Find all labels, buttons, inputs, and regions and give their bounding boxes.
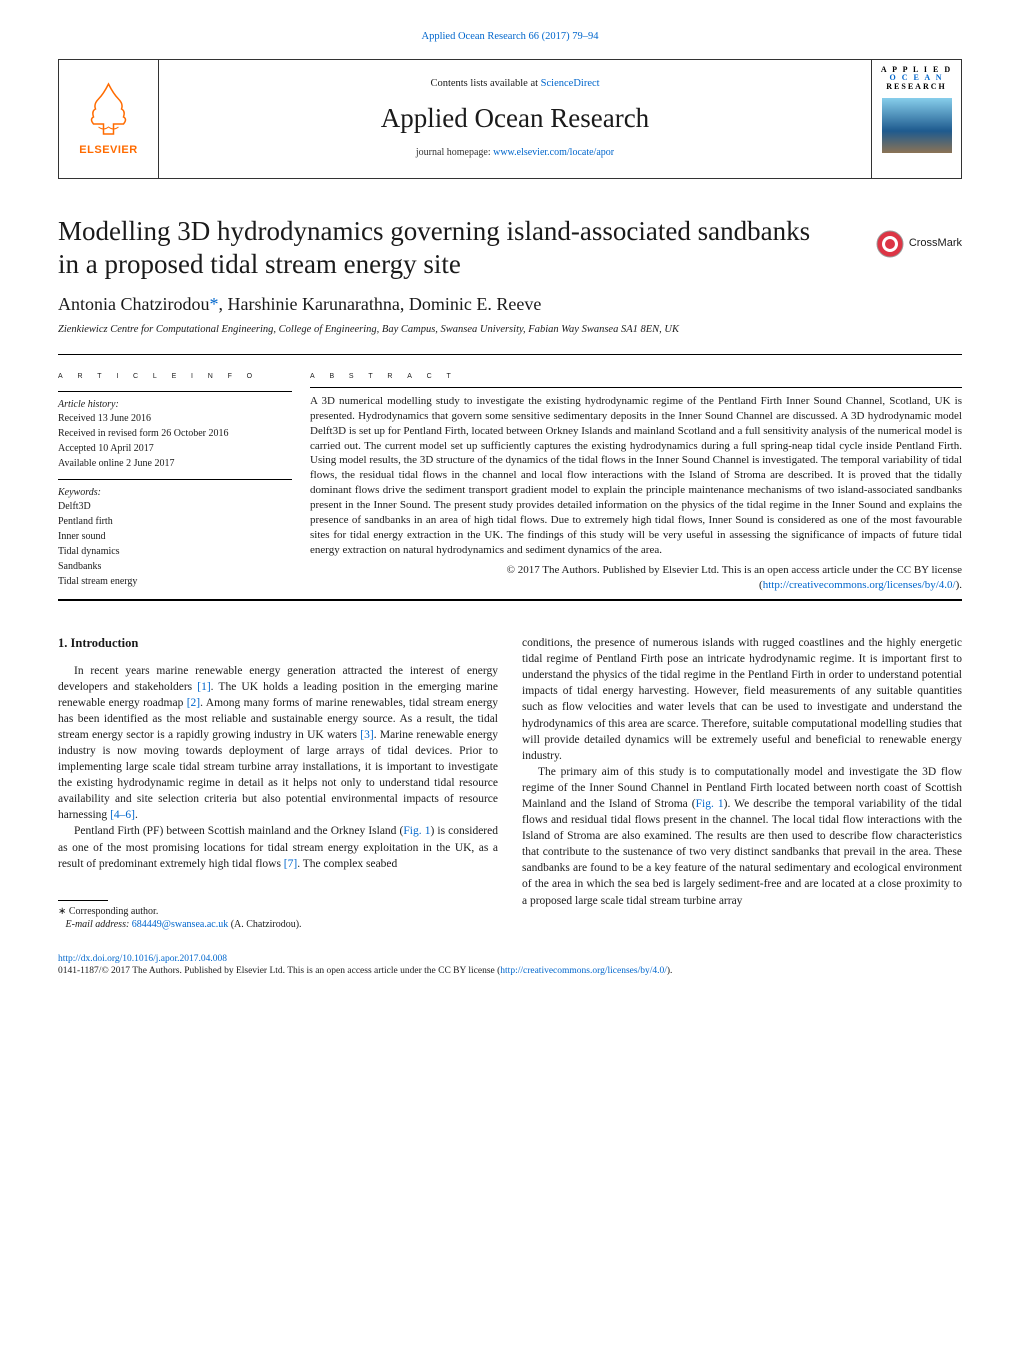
divider xyxy=(58,479,292,480)
received-date: Received 13 June 2016 xyxy=(58,412,292,426)
keyword: Inner sound xyxy=(58,530,292,544)
email-label: E-mail address: xyxy=(66,919,132,930)
divider xyxy=(58,599,962,601)
email-suffix: (A. Chatzirodou). xyxy=(228,919,301,930)
crossmark-icon xyxy=(875,229,905,259)
masthead-center: Contents lists available at ScienceDirec… xyxy=(159,69,871,167)
homepage-prefix: journal homepage: xyxy=(416,147,493,158)
footer-copyright-b: ). xyxy=(667,966,673,976)
journal-title: Applied Ocean Research xyxy=(381,100,649,138)
contents-prefix: Contents lists available at xyxy=(430,78,540,89)
intro-p4: The primary aim of this study is to comp… xyxy=(522,764,962,909)
corresponding-mark: ∗ xyxy=(58,906,69,917)
ref-link[interactable]: [3] xyxy=(360,729,373,741)
homepage-link[interactable]: www.elsevier.com/locate/apor xyxy=(493,147,614,158)
keyword: Tidal dynamics xyxy=(58,545,292,559)
online-date: Available online 2 June 2017 xyxy=(58,457,292,471)
keyword: Tidal stream energy xyxy=(58,575,292,589)
body-columns: 1. Introduction In recent years marine r… xyxy=(58,635,962,931)
affiliation: Zienkiewicz Centre for Computational Eng… xyxy=(58,323,962,338)
crossmark-label: CrossMark xyxy=(909,236,962,251)
corresponding-label: Corresponding author. xyxy=(69,906,158,917)
footer-license-link[interactable]: http://creativecommons.org/licenses/by/4… xyxy=(500,966,667,976)
article-info: a r t i c l e i n f o Article history: R… xyxy=(58,369,310,593)
intro-p2: Pentland Firth (PF) between Scottish mai… xyxy=(58,823,498,871)
article-title: Modelling 3D hydrodynamics governing isl… xyxy=(58,215,962,283)
abstract-text: A 3D numerical modelling study to invest… xyxy=(310,394,962,557)
license-close: ). xyxy=(956,579,962,591)
divider xyxy=(310,387,962,388)
footer-copyright-a: 0141-1187/© 2017 The Authors. Published … xyxy=(58,966,500,976)
abstract: a b s t r a c t A 3D numerical modelling… xyxy=(310,369,962,593)
footnote-rule xyxy=(58,900,108,901)
elsevier-tree-icon xyxy=(81,79,136,139)
cover-line3: RESEARCH xyxy=(881,83,952,92)
cover-title: A P P L I E D O C E A N RESEARCH xyxy=(881,66,952,92)
divider xyxy=(58,354,962,355)
keyword: Pentland firth xyxy=(58,515,292,529)
email-link[interactable]: 684449@swansea.ac.uk xyxy=(132,919,228,930)
authors-rest: , Harshinie Karunarathna, Dominic E. Ree… xyxy=(218,294,541,314)
intro-p3: conditions, the presence of numerous isl… xyxy=(522,635,962,764)
footnote: ∗ Corresponding author. E-mail address: … xyxy=(58,905,498,931)
article-header: CrossMark Modelling 3D hydrodynamics gov… xyxy=(58,215,962,338)
section-heading: 1. Introduction xyxy=(58,635,498,653)
intro-p1: In recent years marine renewable energy … xyxy=(58,663,498,824)
revised-date: Received in revised form 26 October 2016 xyxy=(58,427,292,441)
divider xyxy=(58,391,292,392)
keyword: Sandbanks xyxy=(58,560,292,574)
fig-link[interactable]: Fig. 1 xyxy=(696,798,724,810)
journal-citation: Applied Ocean Research 66 (2017) 79–94 xyxy=(58,30,962,45)
copyright-line: © 2017 The Authors. Published by Elsevie… xyxy=(507,564,962,576)
ref-link[interactable]: [7] xyxy=(284,858,297,870)
keywords-label: Keywords: xyxy=(58,486,292,500)
elsevier-label: ELSEVIER xyxy=(79,143,137,158)
elsevier-logo: ELSEVIER xyxy=(59,60,159,178)
sciencedirect-link[interactable]: ScienceDirect xyxy=(541,78,600,89)
info-abstract-row: a r t i c l e i n f o Article history: R… xyxy=(58,369,962,593)
crossmark-badge[interactable]: CrossMark xyxy=(875,229,962,259)
journal-citation-link[interactable]: Applied Ocean Research 66 (2017) 79–94 xyxy=(422,31,599,42)
accepted-date: Accepted 10 April 2017 xyxy=(58,442,292,456)
info-heading: a r t i c l e i n f o xyxy=(58,369,292,383)
ref-link[interactable]: [4–6] xyxy=(110,809,135,821)
page-footer: http://dx.doi.org/10.1016/j.apor.2017.04… xyxy=(58,953,962,978)
fig-link[interactable]: Fig. 1 xyxy=(403,825,430,837)
ref-link[interactable]: [1] xyxy=(197,681,210,693)
authors: Antonia Chatzirodou*, Harshinie Karunara… xyxy=(58,292,962,317)
abstract-heading: a b s t r a c t xyxy=(310,369,962,383)
journal-homepage: journal homepage: www.elsevier.com/locat… xyxy=(416,146,614,160)
author-first: Antonia Chatzirodou xyxy=(58,294,209,314)
abstract-copyright: © 2017 The Authors. Published by Elsevie… xyxy=(310,563,962,593)
masthead: ELSEVIER Contents lists available at Sci… xyxy=(58,59,962,179)
ref-link[interactable]: [2] xyxy=(187,697,200,709)
keyword: Delft3D xyxy=(58,500,292,514)
cover-image xyxy=(882,98,952,153)
doi-link[interactable]: http://dx.doi.org/10.1016/j.apor.2017.04… xyxy=(58,954,227,964)
journal-cover: A P P L I E D O C E A N RESEARCH xyxy=(871,60,961,178)
right-column: conditions, the presence of numerous isl… xyxy=(522,635,962,931)
license-link[interactable]: http://creativecommons.org/licenses/by/4… xyxy=(763,579,956,591)
left-column: 1. Introduction In recent years marine r… xyxy=(58,635,498,931)
history-label: Article history: xyxy=(58,398,292,412)
contents-line: Contents lists available at ScienceDirec… xyxy=(430,77,599,92)
